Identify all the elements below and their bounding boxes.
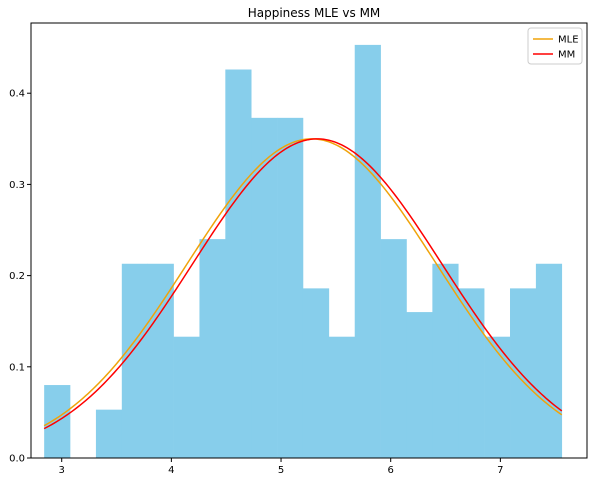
histogram-bar-14 xyxy=(406,312,433,458)
x-tick-label-1: 4 xyxy=(168,465,174,476)
histogram-bar-10 xyxy=(302,288,330,458)
histogram-bar-12 xyxy=(354,44,381,459)
histogram-bar-4 xyxy=(147,263,174,458)
y-tick-label-0: 0.0 xyxy=(9,454,25,465)
histogram-bar-6 xyxy=(199,239,226,458)
legend-label-mle: MLE xyxy=(558,35,579,46)
histogram-bar-9 xyxy=(277,117,304,458)
legend-box xyxy=(527,27,583,65)
y-tick-label-3: 0.3 xyxy=(9,180,25,191)
histogram-bar-17 xyxy=(484,336,511,458)
x-tick-label-3: 6 xyxy=(388,465,394,476)
x-tick-label-4: 7 xyxy=(497,465,503,476)
histogram-bar-5 xyxy=(173,336,200,458)
histogram-bar-18 xyxy=(510,288,537,458)
chart-title: Happiness MLE vs MM xyxy=(248,6,381,20)
histogram-bar-19 xyxy=(535,263,563,458)
legend-label-mm: MM xyxy=(558,50,575,61)
histogram-bar-16 xyxy=(458,288,485,458)
histogram-bar-11 xyxy=(328,336,356,458)
x-tick-label-0: 3 xyxy=(59,465,65,476)
x-tick-label-2: 5 xyxy=(278,465,284,476)
y-tick-label-4: 0.4 xyxy=(9,89,25,100)
histogram-bar-3 xyxy=(121,263,148,458)
histogram-bar-7 xyxy=(225,69,252,459)
histogram-bar-2 xyxy=(95,409,123,458)
curve-mle xyxy=(43,138,563,427)
y-tick-label-1: 0.1 xyxy=(9,362,25,373)
histogram-bar-15 xyxy=(432,263,459,458)
histogram-bars xyxy=(44,44,563,459)
plot-frame xyxy=(30,22,588,459)
y-axis-ticks: 0.0 0.1 0.2 0.3 0.4 xyxy=(9,89,31,465)
x-axis-ticks: 3 4 5 6 7 xyxy=(59,458,504,476)
legend: MLE MM xyxy=(527,27,583,65)
histogram-bar-13 xyxy=(380,239,407,458)
histogram-bar-8 xyxy=(251,117,278,458)
curve-mm xyxy=(43,138,563,430)
y-tick-label-2: 0.2 xyxy=(9,271,25,282)
curves xyxy=(43,138,563,430)
